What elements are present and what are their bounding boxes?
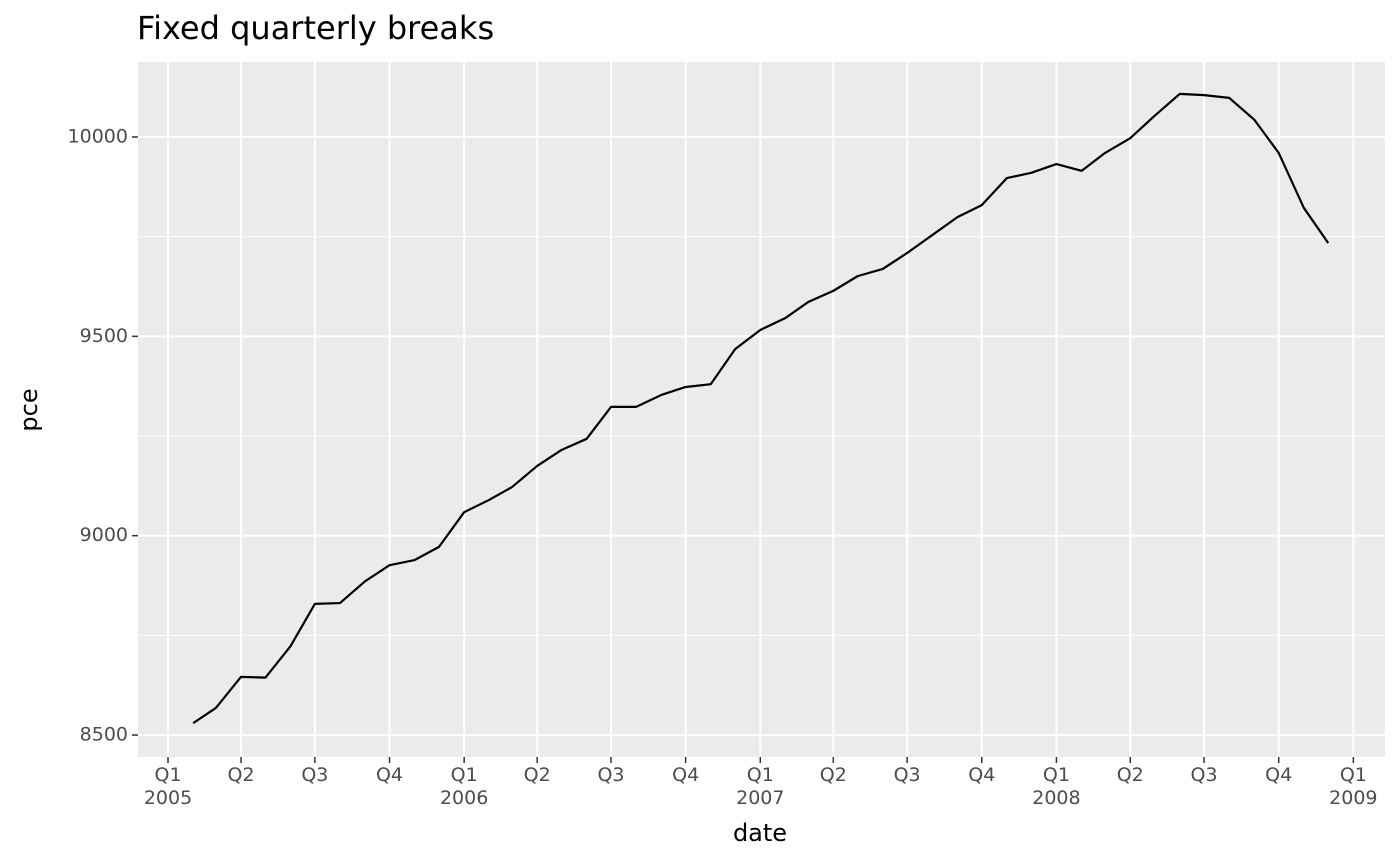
y-tick-label: 10000 xyxy=(68,125,128,147)
x-tick-label: Q2 xyxy=(227,764,255,786)
line xyxy=(192,92,1330,725)
x-tick-label: Q2 xyxy=(523,764,551,786)
chart-title: Fixed quarterly breaks xyxy=(137,9,494,47)
x-tick-label: Q1 2007 xyxy=(736,764,785,809)
x-tick-label: Q4 xyxy=(375,764,404,786)
x-tick-label: Q2 xyxy=(1116,764,1144,786)
x-tick-label: Q1 2009 xyxy=(1329,764,1378,809)
y-tick-label: 9500 xyxy=(80,325,128,347)
x-tick-label: Q2 xyxy=(819,764,847,786)
x-tick-label: Q4 xyxy=(1265,764,1293,786)
x-tick-label: Q3 xyxy=(301,764,329,786)
x-tick-label: Q4 xyxy=(672,764,700,786)
plot-panel xyxy=(138,62,1385,757)
x-tick-label: Q3 xyxy=(893,764,921,786)
x-tick-label: Q1 2006 xyxy=(439,764,489,809)
x-tick-label: Q1 2008 xyxy=(1032,764,1081,809)
x-axis-label: date xyxy=(733,819,787,847)
x-tick-label: Q4 xyxy=(968,764,996,786)
x-tick-label: Q3 xyxy=(1190,764,1218,786)
y-axis-label: pce xyxy=(15,388,43,431)
x-tick-label: Q1 2005 xyxy=(143,764,193,809)
y-tick-label: 9000 xyxy=(80,524,128,546)
x-tick-label: Q3 xyxy=(597,764,625,786)
y-tick-label: 8500 xyxy=(80,724,128,746)
